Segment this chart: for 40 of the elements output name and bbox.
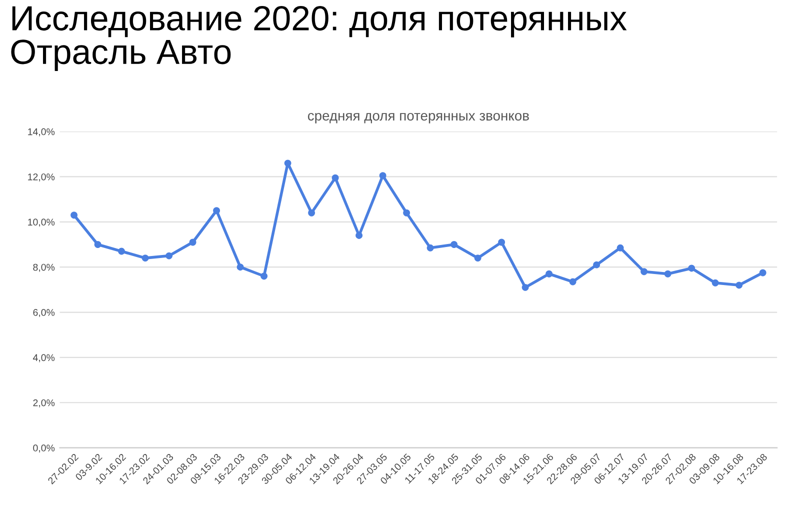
y-tick-label: 12,0% (28, 173, 55, 182)
y-tick-label: 2,0% (33, 399, 55, 408)
point (284, 160, 292, 167)
point (379, 172, 386, 180)
y-tick-label: 0,0% (33, 444, 55, 453)
point (616, 244, 624, 252)
point (474, 254, 482, 262)
point (403, 209, 410, 216)
point (94, 241, 102, 248)
chart-title: Исследование 2020: доля потерянных Отрасль Авто (11, 6, 627, 72)
point (498, 238, 506, 246)
point (426, 244, 434, 252)
point (356, 232, 363, 239)
point (308, 209, 316, 216)
point (569, 278, 576, 286)
point (118, 248, 125, 255)
point (712, 279, 719, 286)
point (736, 282, 743, 289)
chart-subtitle: средняя доля потерянных звонков (308, 112, 529, 124)
point (236, 264, 244, 271)
y-tick-label: 10,0% (28, 218, 55, 227)
point (166, 252, 173, 260)
point (759, 269, 766, 276)
point (213, 207, 220, 214)
y-tick-label: 6,0% (33, 309, 55, 318)
point (688, 264, 696, 272)
point (70, 212, 78, 219)
point (450, 241, 458, 248)
y-tick-label: 14,0% (28, 128, 55, 136)
point (664, 270, 672, 278)
point (142, 254, 149, 262)
point (640, 268, 648, 276)
point (593, 261, 600, 268)
point (260, 272, 268, 280)
point (522, 284, 529, 291)
y-tick-label: 8,0% (33, 264, 55, 272)
y-tick-label: 4,0% (32, 354, 55, 362)
point (189, 238, 196, 246)
point (332, 174, 339, 182)
point (546, 270, 553, 278)
